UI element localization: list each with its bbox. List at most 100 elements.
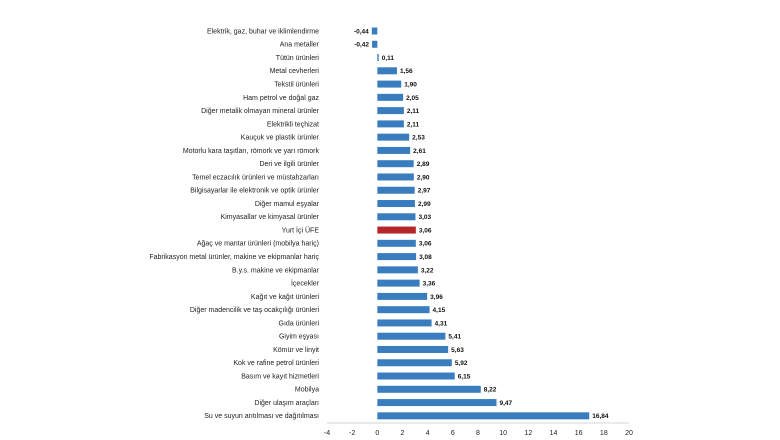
bar-value-label: 5,92	[455, 360, 468, 367]
x-tick-label: 16	[575, 430, 583, 437]
bar	[377, 186, 415, 194]
bar-value-label: 2,90	[417, 174, 430, 181]
value-labels-group: -0,44 -0,42 0,11 1,56 1,90 2,05 2,11 2,11 2,53 2,…	[354, 28, 609, 420]
category-label: Gıda ürünleri	[279, 320, 320, 327]
category-label: Kömür ve linyit	[273, 347, 319, 354]
category-label: Elektrikli teçhizat	[267, 121, 319, 128]
bar-highlight	[377, 226, 416, 234]
bars-group	[371, 27, 590, 420]
bar	[377, 93, 404, 101]
bar-value-label: 4,15	[433, 307, 446, 314]
x-tick-labels-group: -4 -2 0 2 4 6 8 10 12 14 16 18 20	[324, 430, 633, 437]
category-label: Yurt İçi ÜFE	[282, 225, 320, 234]
bar-value-label: 9,47	[499, 400, 512, 407]
bar	[377, 80, 402, 88]
bar-value-label: 5,63	[451, 347, 464, 354]
bar-value-label: 2,89	[417, 161, 430, 168]
category-label: Kimyasallar ve kimyasal ürünler	[221, 214, 320, 221]
category-label: Diğer madencilik ve taş ocakçılığı ürünl…	[190, 307, 320, 314]
category-label: Diğer metalik olmayan mineral ürünler	[201, 108, 320, 115]
bar-value-label: 3,08	[419, 254, 432, 261]
bar	[377, 173, 414, 181]
x-tick-label: 6	[451, 430, 455, 437]
category-label: Tütün ürünleri	[276, 55, 320, 62]
bar-value-label: 2,11	[407, 121, 420, 128]
category-label: Ham petrol ve doğal gaz	[243, 95, 319, 102]
x-tick-label: 12	[524, 430, 532, 437]
bar-value-label: 5,41	[448, 334, 461, 341]
bar	[377, 306, 430, 314]
bar	[377, 133, 410, 141]
category-label: Deri ve ilgili ürünler	[259, 161, 319, 168]
bar	[377, 279, 420, 287]
bar-value-label: -0,42	[354, 42, 369, 49]
category-label: Diğer ulaşım araçları	[254, 400, 319, 407]
x-tick-label: 10	[499, 430, 507, 437]
x-tick-label: 8	[476, 430, 480, 437]
bar-value-label: 2,53	[412, 135, 425, 142]
bar	[372, 40, 378, 48]
bar-value-label: 3,96	[430, 294, 443, 301]
bar	[377, 160, 414, 168]
category-label: Su ve suyun arıtılması ve dağıtılması	[204, 413, 319, 420]
category-label: İçecekler	[291, 279, 320, 288]
bar	[377, 67, 397, 75]
bar	[377, 107, 404, 115]
category-label: Kauçuk ve plastik ürünler	[241, 135, 320, 142]
bar	[377, 239, 416, 247]
category-label: Ana metaller	[280, 42, 320, 49]
category-label: Tekstil ürünleri	[274, 81, 319, 88]
bar	[377, 319, 432, 327]
bar-value-label: 3,36	[423, 281, 436, 288]
bar-value-label: 1,90	[404, 81, 417, 88]
category-label: Kok ve rafine petrol ürünleri	[233, 360, 319, 367]
bar-value-label: 2,99	[418, 201, 431, 208]
x-tick-label: 14	[550, 430, 558, 437]
bar-value-label: 4,31	[435, 320, 448, 327]
bar-value-label: 8,22	[484, 387, 497, 394]
category-label: Diğer mamul eşyalar	[255, 201, 320, 208]
category-label: Basım ve kayıt hizmetleri	[241, 373, 319, 380]
bar	[377, 332, 446, 340]
bar	[377, 213, 416, 221]
bar-value-label: 3,22	[421, 267, 434, 274]
bar	[377, 292, 428, 300]
bar	[377, 54, 379, 62]
category-label: Mobilya	[295, 387, 319, 394]
bar-value-label: -0,44	[354, 28, 369, 35]
bar-value-label: 2,11	[407, 108, 420, 115]
bar-value-label: 2,05	[406, 95, 419, 102]
bar-value-label: 16,84	[592, 413, 609, 420]
bar-value-label: 6,15	[458, 373, 471, 380]
bar	[377, 359, 452, 367]
bar	[377, 399, 497, 407]
bar-value-label: 3,06	[419, 241, 432, 248]
category-label: Giyim eşyası	[279, 334, 319, 341]
category-label: Fabrikasyon metal ürünler, makine ve eki…	[149, 254, 319, 261]
x-tick-label: 0	[375, 430, 379, 437]
category-label: Bilgisayarlar ile elektronik ve optik ür…	[190, 188, 319, 195]
x-tick-label: 18	[600, 430, 608, 437]
bar-value-label: 1,56	[400, 68, 413, 75]
x-tick-label: -2	[349, 430, 355, 437]
bar	[377, 372, 455, 380]
x-tick-label: 2	[401, 430, 405, 437]
bar	[377, 200, 415, 208]
category-label: Ağaç ve mantar ürünleri (mobilya hariç)	[197, 241, 319, 248]
bar-value-label: 3,06	[419, 227, 432, 234]
bar-value-label: 2,97	[418, 188, 431, 195]
bar-value-label: 0,11	[382, 55, 395, 62]
category-label: Kağıt ve kağıt ürünleri	[251, 294, 320, 301]
category-label: Temel eczacılık ürünleri ve müstahzarlar…	[192, 174, 319, 181]
category-label: Motorlu kara taşıtları, römork ve yarı r…	[183, 148, 320, 155]
bar	[371, 27, 378, 35]
bar-value-label: 3,03	[418, 214, 431, 221]
bar	[377, 412, 590, 420]
bar	[377, 253, 417, 261]
bar	[377, 120, 404, 128]
x-tick-label: 4	[426, 430, 430, 437]
category-labels-group: Elektrik, gaz, buhar ve iklimlendirme Ana…	[149, 28, 319, 420]
bar	[377, 385, 481, 393]
bar-value-label: 2,61	[413, 148, 426, 155]
